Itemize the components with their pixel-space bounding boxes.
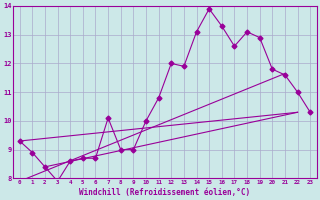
X-axis label: Windchill (Refroidissement éolien,°C): Windchill (Refroidissement éolien,°C) xyxy=(79,188,251,197)
